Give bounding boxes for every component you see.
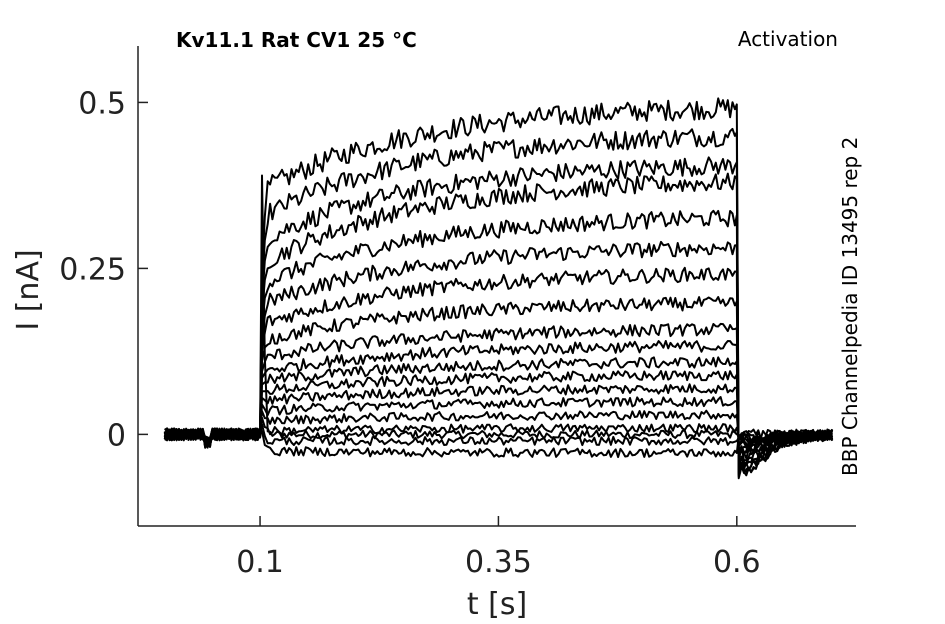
y-tick-label: 0.5 [78,86,126,121]
current-trace-7 [164,240,834,466]
current-trace-18 [163,423,834,448]
current-trace-2 [164,97,834,480]
current-trace-1 [163,174,833,441]
chart-title: Kv11.1 Rat CV1 25 °C [176,28,417,52]
current-trace-15 [163,396,833,445]
protocol-label: Activation [738,27,838,51]
current-trace-13 [163,370,834,451]
current-trace-6 [163,209,834,470]
current-trace-10 [163,322,834,456]
x-tick-label: 0.1 [236,545,284,580]
y-tick-label: 0.25 [59,252,126,287]
source-label: BBP Channelpedia ID 13495 rep 2 [838,137,862,476]
x-tick-label: 0.35 [465,545,532,580]
current-trace-5 [164,172,834,474]
current-trace-8 [164,266,834,462]
x-axis-label: t [s] [467,587,527,622]
current-trace-11 [164,340,834,454]
y-axis-label: I [nA] [11,249,46,330]
current-trace-16 [163,409,834,444]
current-trace-3 [164,127,833,478]
current-trace-9 [163,296,833,460]
x-ticks: 0.1 0.35 0.6 [236,516,761,580]
current-trace-12 [163,356,834,452]
traces-group [163,97,834,480]
current-trace-17 [163,416,833,448]
x-tick-label: 0.6 [713,545,761,580]
y-ticks: 0 0.25 0.5 [59,86,148,453]
y-tick-label: 0 [107,418,126,453]
current-trace-4 [163,156,834,476]
current-trace-19 [163,427,833,459]
current-trace-14 [164,383,833,449]
